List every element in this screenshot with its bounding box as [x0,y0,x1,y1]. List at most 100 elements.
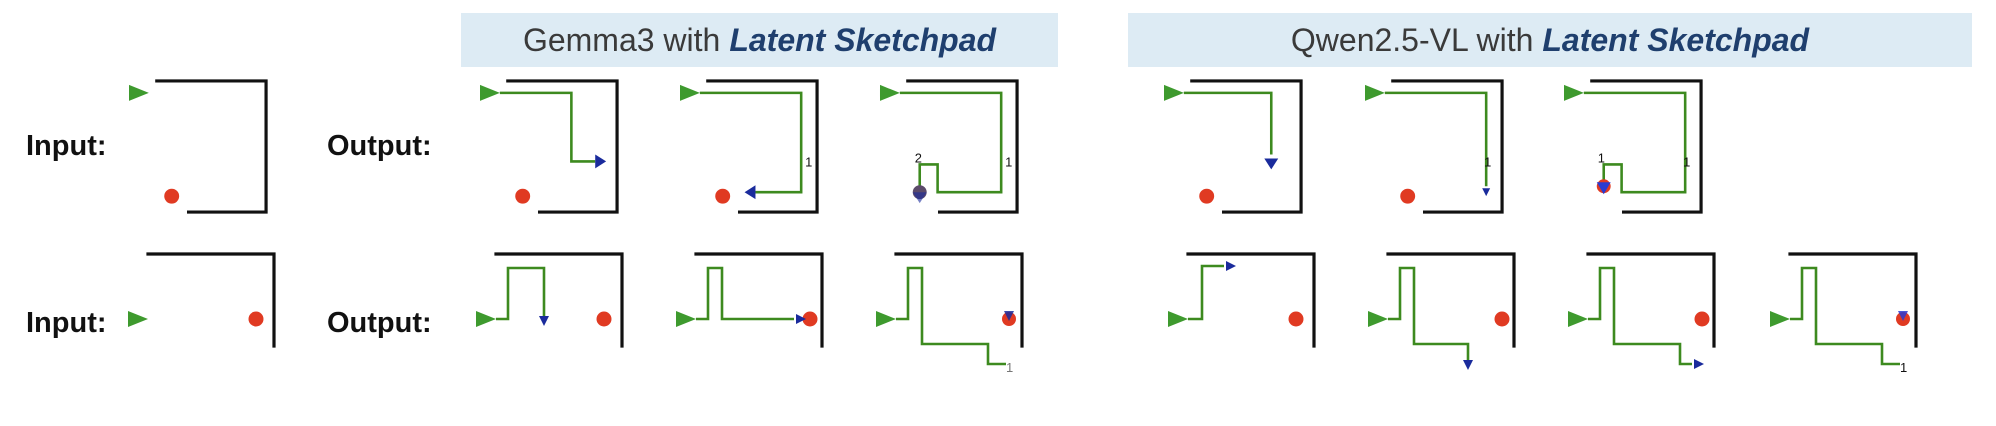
start-triangle-icon [128,84,149,101]
maze-structure [1368,252,1516,348]
maze-structure [879,79,1019,214]
maze-walls [506,79,619,214]
maze-walls [146,252,276,348]
qwen-header: Qwen2.5-VL with Latent Sketchpad [1128,13,1972,67]
maze-structure [479,79,619,214]
agent-marker [539,316,549,326]
solution-path [499,91,596,163]
solution-path [1188,264,1224,321]
row1-qwen-output-1 [1163,79,1303,214]
step-mark-1: 1 [805,154,812,169]
start-triangle-icon [676,311,696,327]
start-triangle-icon [128,311,148,327]
agent-arrow-icon [595,154,607,169]
agent-marker [595,154,607,169]
row2-qwen-output-2 [1368,252,1516,370]
agent-arrow-icon [1004,311,1014,321]
maze-structure [1568,252,1716,348]
goal-dot-icon [715,188,731,204]
row2-gemma-output-3: 1 [876,252,1024,375]
step-mark-1: 1 [1683,154,1690,169]
agent-arrow-icon [1463,360,1473,370]
gemma-model-name: Gemma3 with [522,21,721,58]
row2-qwen-output-4: 1 [1770,252,1918,375]
row1-input-label: Input: [26,130,107,162]
maze-walls [1788,252,1918,348]
maze-walls [1586,252,1716,348]
start-triangle-icon [1163,84,1184,101]
goal-dot-icon [802,311,818,327]
agent-marker [1002,311,1016,326]
goal-dot-icon [248,311,264,327]
agent-arrow-icon [796,314,806,324]
maze-walls [706,79,819,214]
maze-walls [1590,79,1703,214]
row1-input-maze [128,79,268,214]
agent-marker [1896,311,1910,326]
agent-marker [1694,359,1704,369]
maze-walls [1190,79,1303,214]
row2-qwen-output-1 [1168,252,1316,348]
step-mark-1: 1 [1598,150,1605,165]
gemma-header: Gemma3 with Latent Sketchpad [461,13,1058,67]
agent-marker [796,314,806,324]
solution-path [1384,91,1488,187]
gemma-method-name: Latent Sketchpad [729,21,997,58]
goal-dot-icon [164,188,180,204]
step-mark-2: 2 [915,150,922,165]
maze-structure [676,252,824,348]
step-mark-1: 1 [1005,154,1012,169]
step-mark-1: 1 [1900,360,1907,375]
maze-structure [1364,79,1504,214]
agent-arrow-icon [912,192,927,204]
solution-path [1183,91,1273,155]
maze-structure [128,252,276,348]
agent-marker [1463,360,1473,370]
agent-marker [1226,261,1236,271]
maze-walls [894,252,1024,348]
maze-walls [1186,252,1316,348]
solution-path [896,266,1006,366]
start-triangle-icon [1168,311,1188,327]
start-triangle-icon [1770,311,1790,327]
goal-dot-icon [596,311,612,327]
maze-structure [476,252,624,348]
start-triangle-icon [876,311,896,327]
solution-path [1588,266,1692,366]
agent-marker [1482,188,1491,197]
row1-gemma-output-2: 1 [679,79,819,214]
solution-path [899,91,1003,194]
start-triangle-icon [1364,84,1385,101]
start-triangle-icon [879,84,900,101]
agent-marker [744,185,756,200]
agent-arrow-icon [1694,359,1704,369]
qwen-model-name: Qwen2.5-VL with [1290,21,1534,58]
solution-path [1583,91,1687,194]
step-mark-1: 1 [1484,154,1491,169]
solution-path [1388,266,1470,360]
agent-arrow-icon [539,316,549,326]
maze-walls [1386,252,1516,348]
goal-dot-icon [1288,311,1304,327]
agent-arrow-icon [1898,311,1908,321]
agent-marker [1264,158,1279,170]
row1-qwen-output-2: 1 [1364,79,1504,214]
maze-walls [694,252,824,348]
row1-output-label: Output: [327,130,432,162]
solution-path [496,266,546,321]
goal-dot-icon [1494,311,1510,327]
maze-walls [155,79,268,214]
agent-arrow-icon [1596,182,1611,195]
row2-gemma-output-2 [676,252,824,348]
agent-marker [1596,179,1611,195]
agent-arrow-icon [1482,188,1491,197]
start-triangle-icon [1563,84,1584,101]
row1-qwen-output-3: 1 1 [1563,79,1703,214]
goal-dot-icon [1400,188,1416,204]
goal-dot-icon [515,188,531,204]
agent-marker [912,185,927,204]
maze-structure [128,79,268,214]
solution-path [696,266,794,321]
row2-input-maze [128,252,276,348]
maze-walls [494,252,624,348]
